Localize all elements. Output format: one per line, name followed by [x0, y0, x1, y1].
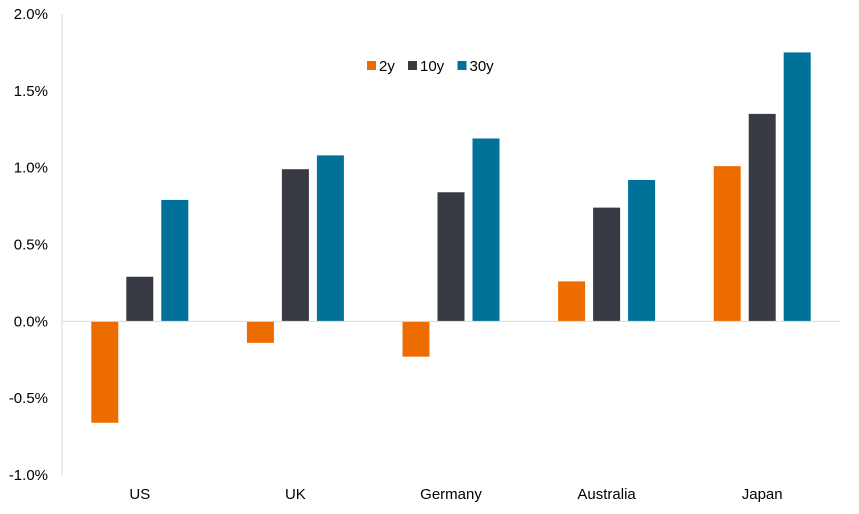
y-tick-label: -0.5% [9, 390, 48, 407]
bar-10y-australia [593, 207, 621, 322]
bar-10y-uk [281, 169, 309, 322]
y-tick-label: 1.5% [14, 83, 48, 100]
bar-30y-uk [316, 155, 344, 322]
bar-10y-japan [748, 113, 776, 322]
x-tick-label: US [129, 486, 150, 503]
legend-swatch-10y [408, 61, 417, 70]
legend-swatch-2y [367, 61, 376, 70]
y-tick-label: 1.0% [14, 160, 48, 177]
bar-2y-germany [402, 321, 430, 357]
bar-10y-us [126, 276, 154, 322]
y-tick-label: 2.0% [14, 6, 48, 23]
x-tick-label: Japan [742, 486, 783, 503]
x-axis: US UK Germany Australia Japan [62, 320, 840, 503]
bars [91, 52, 811, 423]
x-tick-label: Australia [577, 486, 636, 503]
bar-30y-australia [628, 179, 656, 322]
y-axis: -1.0% -0.5% 0.0% 0.5% 1.0% 1.5% 2.0% [9, 6, 63, 484]
bar-2y-japan [713, 166, 741, 322]
x-tick-label: Germany [420, 486, 482, 503]
legend: 2y 10y 30y [367, 58, 494, 75]
bar-30y-japan [783, 52, 811, 322]
bar-2y-uk [246, 321, 274, 343]
bar-10y-germany [437, 192, 465, 322]
legend-label-10y: 10y [420, 58, 445, 75]
legend-label-30y: 30y [470, 58, 495, 75]
y-tick-label: -1.0% [9, 467, 48, 484]
y-tick-label: 0.5% [14, 237, 48, 254]
legend-swatch-30y [457, 61, 467, 70]
bar-30y-germany [472, 138, 500, 322]
y-tick-label: 0.0% [14, 313, 48, 330]
bar-2y-us [91, 321, 119, 423]
bar-2y-australia [558, 281, 586, 322]
bar-30y-us [161, 199, 189, 322]
legend-label-2y: 2y [379, 58, 395, 75]
x-tick-label: UK [285, 486, 306, 503]
